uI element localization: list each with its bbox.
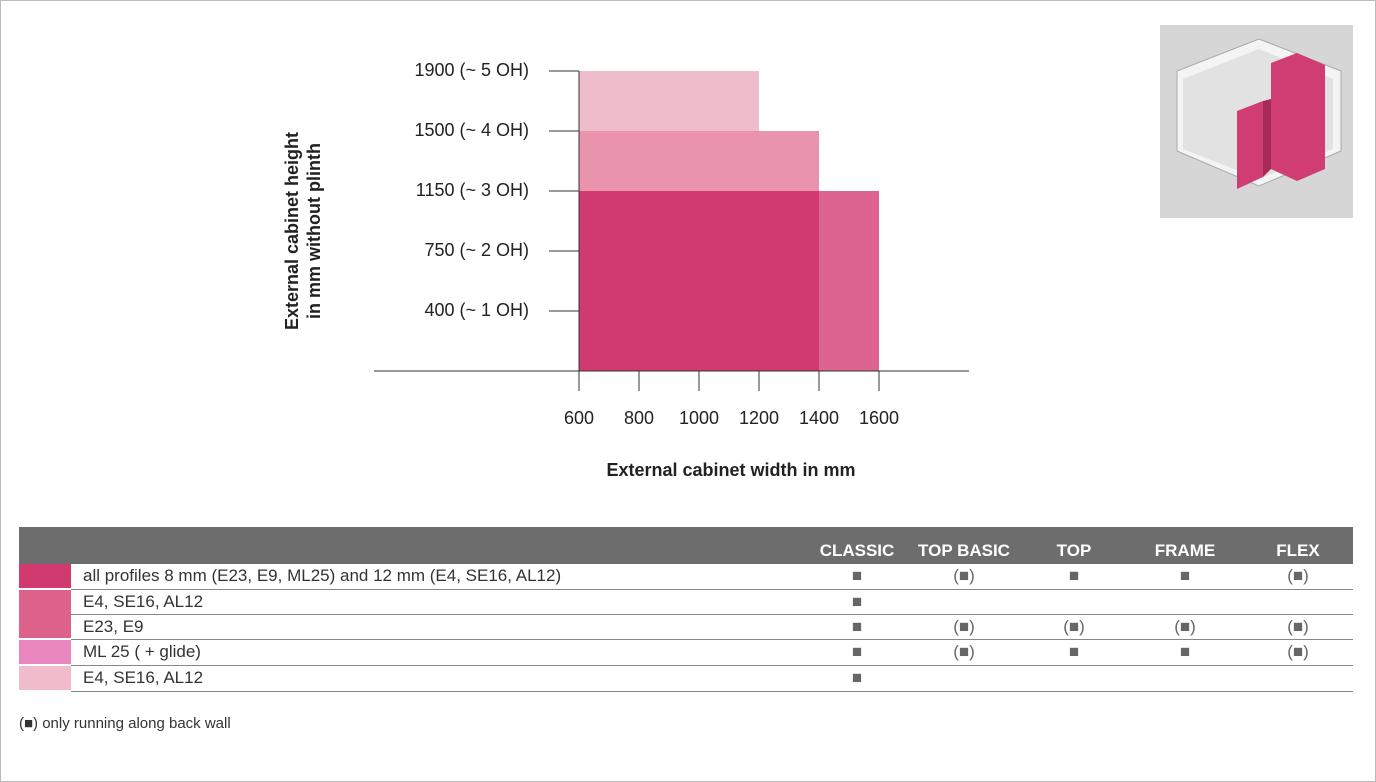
- table-cell: [907, 589, 1021, 615]
- room-icon: [1160, 25, 1353, 218]
- table-cell: [1243, 665, 1353, 692]
- table-cell: ■: [1021, 639, 1127, 666]
- block: [579, 191, 819, 371]
- header-cell: CLASSIC: [807, 527, 907, 564]
- row-label: all profiles 8 mm (E23, E9, ML25) and 12…: [71, 564, 807, 590]
- table-cell: ■: [807, 665, 907, 692]
- row-label: ML 25 ( + glide): [71, 639, 807, 666]
- x-tick-label: 1000: [679, 408, 719, 428]
- table-cell: (■): [1243, 614, 1353, 640]
- header-cell: FLEX: [1243, 527, 1353, 564]
- color-swatch: [19, 639, 71, 666]
- table-cell: (■): [907, 639, 1021, 666]
- row-label: E4, SE16, AL12: [71, 589, 807, 615]
- table-header: CLASSIC TOP BASIC TOP FRAME FLEX: [19, 527, 1353, 564]
- table: CLASSIC TOP BASIC TOP FRAME FLEX all profiles…: [19, 527, 1353, 692]
- block: [579, 71, 759, 131]
- table-cell: (■): [1243, 639, 1353, 666]
- table-cell: [1127, 589, 1243, 615]
- row-label: E4, SE16, AL12: [71, 665, 807, 692]
- x-axis-title: External cabinet width in mm: [606, 460, 855, 480]
- table-cell: [1021, 665, 1127, 692]
- x-tick-label: 1600: [859, 408, 899, 428]
- y-tick-label: 1150 (~ 3 OH): [416, 180, 529, 200]
- color-swatch: [19, 564, 71, 590]
- color-swatch: [19, 589, 71, 640]
- block: [819, 191, 879, 371]
- table-row: E4, SE16, AL12 ■: [19, 589, 1353, 640]
- y-tick-label: 750 (~ 2 OH): [424, 240, 529, 260]
- table-cell: ■: [807, 614, 907, 640]
- y-tick-label: 400 (~ 1 OH): [424, 300, 529, 320]
- x-tick-label: 1400: [799, 408, 839, 428]
- table-cell: (■): [1127, 614, 1243, 640]
- table-cell: ■: [807, 639, 907, 666]
- table-row: E4, SE16, AL12 ■: [19, 665, 1353, 692]
- table-cell: ■: [807, 589, 907, 615]
- table-cell: [1127, 665, 1243, 692]
- table-cell: [1021, 589, 1127, 615]
- table-row: ML 25 ( + glide) ■ (■) ■ ■ (■): [19, 639, 1353, 666]
- row-label: E23, E9: [71, 614, 807, 640]
- color-swatch: [19, 665, 71, 692]
- footnote: (■) only running along back wall: [19, 715, 231, 732]
- chart: External cabinet height in mm without pl…: [282, 25, 1353, 480]
- table-cell: (■): [907, 614, 1021, 640]
- table-cell: (■): [907, 564, 1021, 590]
- table-cell: ■: [1021, 564, 1127, 590]
- header-cell: TOP: [1021, 527, 1127, 564]
- header-cell: [19, 527, 807, 564]
- x-tick-label: 1200: [739, 408, 779, 428]
- table-cell: [1243, 589, 1353, 615]
- table-cell: ■: [1127, 564, 1243, 590]
- table-cell: (■): [1243, 564, 1353, 590]
- table-row: all profiles 8 mm (E23, E9, ML25) and 12…: [19, 564, 1353, 590]
- block: [579, 131, 819, 191]
- x-tick-label: 600: [564, 408, 594, 428]
- table-cell: ■: [1127, 639, 1243, 666]
- y-axis-title: in mm without plinth: [304, 143, 324, 319]
- table-cell: ■: [807, 564, 907, 590]
- table-row: E23, E9 ■ (■) (■) (■) (■): [19, 614, 1353, 640]
- header-cell: TOP BASIC: [907, 527, 1021, 564]
- table-cell: (■): [1021, 614, 1127, 640]
- header-cell: FRAME: [1127, 527, 1243, 564]
- table-cell: [907, 665, 1021, 692]
- y-axis-title: External cabinet height: [282, 132, 302, 330]
- y-tick-label: 1900 (~ 5 OH): [414, 60, 529, 80]
- x-tick-label: 800: [624, 408, 654, 428]
- y-tick-label: 1500 (~ 4 OH): [414, 120, 529, 140]
